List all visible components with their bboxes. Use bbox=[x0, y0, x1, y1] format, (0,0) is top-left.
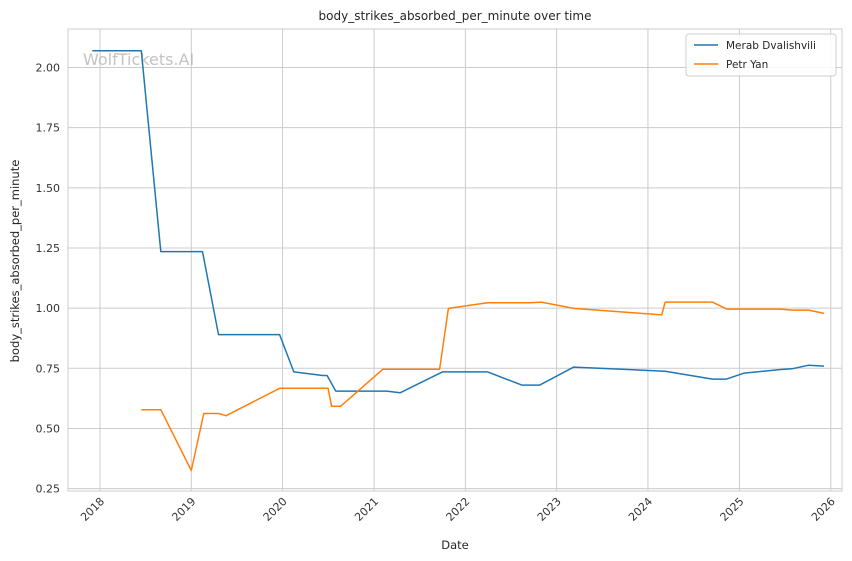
y-tick-label: 0.50 bbox=[36, 422, 61, 435]
legend-label-0: Merab Dvalishvili bbox=[726, 40, 816, 52]
y-axis-label: body_strikes_absorbed_per_minute bbox=[8, 160, 22, 363]
y-tick-label: 1.50 bbox=[36, 182, 61, 195]
y-tick-label: 1.00 bbox=[36, 302, 61, 315]
y-tick-labels: 0.25 0.50 0.75 1.00 1.25 1.50 1.75 2.00 bbox=[36, 62, 61, 496]
y-tick-label: 0.25 bbox=[36, 483, 61, 496]
y-tick-label: 2.00 bbox=[36, 62, 61, 75]
y-tick-label: 1.75 bbox=[36, 122, 61, 135]
series-layer bbox=[92, 49, 825, 472]
chart-title: body_strikes_absorbed_per_minute over ti… bbox=[319, 9, 592, 23]
watermark: WolfTickets.AI bbox=[83, 50, 194, 69]
legend-box bbox=[685, 33, 837, 77]
x-axis-label: Date bbox=[441, 538, 469, 552]
series-line-1 bbox=[141, 301, 825, 472]
y-tick-label: 0.75 bbox=[36, 362, 61, 375]
series-line-0 bbox=[92, 49, 825, 394]
y-tick-label: 1.25 bbox=[36, 242, 61, 255]
legend: Merab Dvalishvili Petr Yan bbox=[685, 33, 837, 77]
plot-frame bbox=[67, 28, 843, 492]
legend-label-1: Petr Yan bbox=[726, 59, 768, 71]
